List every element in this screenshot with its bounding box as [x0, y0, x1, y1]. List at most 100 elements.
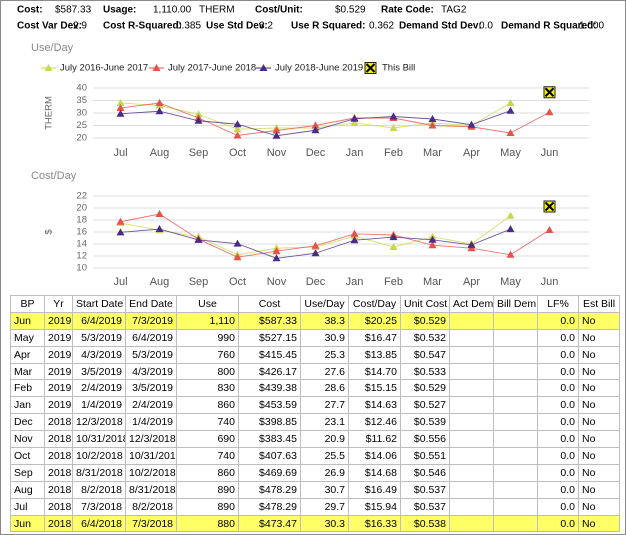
data-point — [467, 120, 476, 128]
table-cell: $0.546 — [400, 463, 450, 482]
data-point — [506, 225, 515, 233]
table-cell: Dec — [10, 413, 45, 432]
x-tick-label: Oct — [229, 147, 246, 159]
table-cell: 27.6 — [300, 362, 349, 381]
table-cell: 2018 — [44, 430, 73, 449]
table-cell — [493, 379, 538, 398]
table-cell: 2019 — [44, 379, 73, 398]
table-cell: No — [578, 497, 620, 516]
series-line — [120, 102, 550, 136]
table-row: Jun 2018 6/4/2018 7/3/2018 880 $473.47 30.3 $16… — [10, 514, 620, 533]
y-tick-label: 25 — [76, 120, 87, 131]
table-cell: $14.70 — [348, 362, 401, 381]
column-header: Use/Day — [300, 295, 349, 313]
table-cell: 12/3/2018 — [72, 413, 126, 432]
column-header: BP — [10, 295, 45, 313]
x-tick-label: Sep — [189, 147, 209, 159]
table-cell: $14.06 — [348, 447, 401, 465]
data-point — [389, 233, 398, 241]
table-cell: 0.0 — [537, 413, 579, 432]
table-cell: $478.29 — [238, 480, 301, 499]
table-cell: $0.537 — [400, 497, 450, 516]
column-header: Est Bill — [578, 295, 620, 313]
table-cell: 25.5 — [300, 447, 349, 465]
table-cell: 4/3/2019 — [72, 345, 126, 364]
table-cell — [493, 497, 538, 516]
table-cell: 38.3 — [300, 311, 349, 330]
data-point — [311, 126, 320, 134]
table-cell: Apr — [10, 345, 45, 364]
table-cell — [449, 497, 494, 516]
table-row: May 2019 5/3/2019 6/4/2019 990 $527.15 30.9 $16… — [10, 328, 620, 347]
x-tick-label: Apr — [463, 276, 480, 288]
table-cell: 0.0 — [537, 514, 579, 533]
table-header-row: BP Yr Start Date End Date Use Cost Use/Day Cost… — [10, 295, 620, 313]
data-point — [428, 235, 437, 243]
table-cell: 10/31/2018 — [125, 447, 177, 465]
table-cell: $415.45 — [238, 345, 301, 364]
table-cell: 29.7 — [300, 497, 349, 516]
data-point — [428, 115, 437, 122]
data-point — [389, 243, 398, 250]
table-cell: $453.59 — [238, 396, 301, 415]
table-cell: 2019 — [44, 396, 73, 415]
legend-marker — [259, 64, 268, 71]
table-cell: $0.537 — [400, 480, 450, 499]
stat-value: TAG2 — [441, 5, 467, 16]
y-tick-label: 12 — [76, 251, 87, 262]
stat-value: 3.2 — [259, 21, 273, 32]
table-cell: 740 — [176, 447, 239, 465]
table-cell: 30.9 — [300, 328, 349, 347]
table-cell: 860 — [176, 463, 239, 482]
legend-label: This Bill — [382, 63, 415, 74]
table-cell — [493, 463, 538, 482]
table-cell: 0.0 — [537, 345, 579, 364]
table-row: Jun 2019 6/4/2019 7/3/2019 1,110 $587.33 38.3 $… — [10, 311, 620, 330]
table-row: Mar 2019 3/5/2019 4/3/2019 800 $426.17 27.6 $14… — [10, 362, 620, 381]
table-cell: No — [578, 362, 620, 381]
table-cell: 7/3/2019 — [125, 311, 177, 330]
y-tick-label: 14 — [76, 239, 87, 250]
table-cell: 10/2/2018 — [125, 463, 177, 482]
column-header: LF% — [537, 295, 579, 313]
stat-label: Use R Squared: — [291, 21, 365, 32]
table-cell: 690 — [176, 430, 239, 449]
stat-value: 2.9 — [73, 21, 87, 32]
y-tick-label: 30 — [76, 108, 87, 119]
table-cell: 0.0 — [537, 379, 579, 398]
table-cell: 0.0 — [537, 362, 579, 381]
table-row: Dec 2018 12/3/2018 1/4/2019 740 $398.85 23.1 $1… — [10, 413, 620, 432]
table-cell: $473.47 — [238, 514, 301, 533]
legend-label: July 2017-June 2018 — [168, 63, 256, 74]
table-cell: Sep — [10, 463, 45, 482]
table-cell: No — [578, 396, 620, 415]
data-point — [545, 226, 554, 234]
this-bill-marker — [543, 86, 556, 99]
data-point — [389, 124, 398, 131]
table-cell: $12.46 — [348, 413, 401, 432]
table-cell: No — [578, 480, 620, 499]
table-cell: May — [10, 328, 45, 347]
data-point — [272, 247, 281, 255]
y-axis-label: $ — [44, 229, 55, 235]
table-cell: $14.63 — [348, 396, 401, 415]
table-cell: 28.6 — [300, 379, 349, 398]
table-row: Oct 2018 10/2/2018 10/31/2018 740 $407.63 25.5… — [10, 447, 620, 465]
table-cell: 26.9 — [300, 463, 349, 482]
legend-label: July 2016-June 2017 — [60, 63, 148, 74]
x-tick-label: May — [500, 147, 521, 159]
x-tick-label: Dec — [306, 276, 326, 288]
table-cell: 890 — [176, 480, 239, 499]
column-header: Use — [176, 295, 239, 313]
column-header: Yr — [44, 295, 73, 313]
table-cell — [493, 447, 538, 465]
x-tick-label: Aug — [150, 276, 170, 288]
table-cell: $15.94 — [348, 497, 401, 516]
data-point — [155, 107, 164, 115]
column-header: Act Dem — [449, 295, 494, 313]
table-cell: 2/4/2019 — [125, 396, 177, 415]
table-cell: $16.33 — [348, 514, 401, 533]
marker-cross — [544, 201, 555, 212]
chart-title: Use/Day — [31, 42, 74, 54]
stat-value: 0.362 — [369, 21, 394, 32]
